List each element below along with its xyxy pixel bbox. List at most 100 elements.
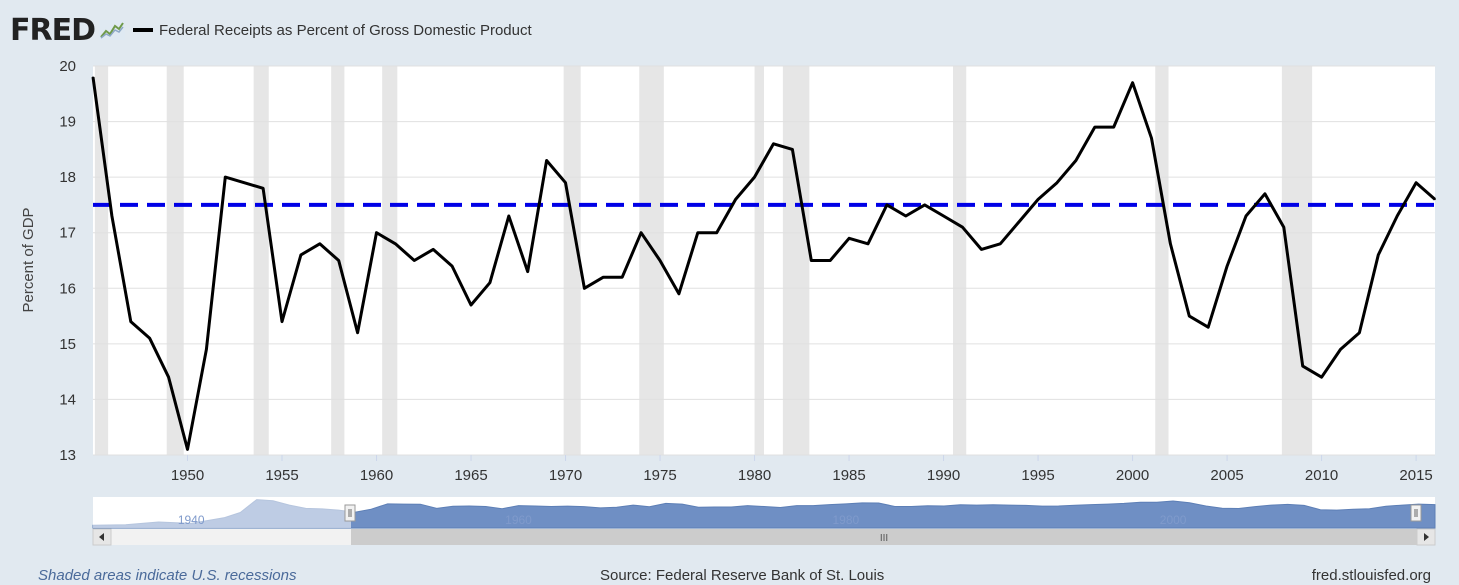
navigator-unselected-mask: [93, 497, 351, 528]
data-point: [1169, 243, 1172, 245]
scrollbar-thumb[interactable]: [351, 529, 1417, 545]
data-point: [451, 265, 453, 267]
y-tick-label: 19: [59, 114, 76, 131]
arrow-left-icon[interactable]: [92, 528, 112, 546]
x-tick-label: 1985: [832, 467, 865, 484]
y-tick-label: 17: [59, 225, 76, 242]
gridlines: [93, 65, 1435, 456]
data-point: [489, 281, 491, 284]
data-point: [92, 76, 94, 78]
data-point: [186, 448, 189, 451]
source-text: Source: Federal Reserve Bank of St. Loui…: [600, 567, 885, 584]
recession-band: [953, 66, 967, 455]
navigator-handle-right[interactable]: [1410, 504, 1422, 522]
navigator[interactable]: 1940 1960 1980 2000 III: [92, 497, 1436, 546]
data-point: [1150, 137, 1153, 140]
recession-band: [782, 66, 810, 455]
data-point: [886, 204, 888, 206]
data-point: [697, 231, 699, 234]
series-line: [91, 76, 1436, 451]
series-title: Federal Receipts as Percent of Gross Dom…: [159, 21, 532, 39]
x-tick-label: 2005: [1210, 467, 1243, 484]
x-tick-label: 1975: [643, 467, 676, 484]
data-point: [300, 254, 302, 256]
y-tick-label: 16: [59, 280, 76, 297]
x-tick-label: 2010: [1305, 467, 1338, 484]
recession-band: [754, 66, 764, 455]
x-tick-label: 1970: [549, 467, 582, 484]
data-point: [848, 237, 850, 240]
data-point: [1339, 348, 1342, 351]
data-point: [1245, 215, 1247, 217]
data-point: [791, 148, 794, 151]
data-point: [1075, 159, 1077, 162]
data-point: [1037, 198, 1039, 201]
y-tick-label: 18: [59, 169, 76, 186]
navigator-labels: 1940 1960 1980 2000: [178, 513, 1187, 527]
data-point: [772, 143, 775, 145]
data-point: [1320, 376, 1323, 379]
data-point: [923, 204, 926, 206]
data-point: [810, 259, 813, 262]
navigator-label: 2000: [1160, 513, 1187, 527]
recession-band: [166, 66, 184, 455]
data-point: [413, 259, 416, 262]
navigator-label: 1980: [832, 513, 859, 527]
data-point: [1226, 265, 1228, 267]
data-point: [1301, 365, 1304, 367]
y-axis-ticks: 13 14 15 16 17 18 19 20: [59, 58, 76, 464]
data-point: [470, 304, 472, 306]
x-tick-label: 2000: [1116, 467, 1149, 484]
data-point: [583, 287, 586, 290]
x-tick-label: 1980: [738, 467, 771, 484]
recession-band: [382, 66, 398, 455]
data-point: [526, 270, 529, 273]
data-point: [130, 320, 132, 323]
recession-band: [253, 66, 269, 455]
x-tick-label: 1960: [360, 467, 393, 484]
data-points: [92, 76, 1436, 451]
data-point: [224, 176, 227, 178]
scrollbar-grip: III: [880, 533, 888, 544]
data-point: [243, 181, 246, 184]
data-point: [904, 215, 907, 217]
legend-swatch: [133, 28, 153, 32]
site-link[interactable]: fred.stlouisfed.org: [1311, 567, 1431, 584]
data-point: [1282, 226, 1285, 228]
data-point: [1056, 181, 1058, 184]
chart-header: FRED Federal Receipts as Percent of Gros…: [10, 12, 532, 48]
data-point: [111, 215, 113, 217]
data-point: [980, 248, 983, 251]
x-tick-label: 1950: [171, 467, 204, 484]
fred-logo[interactable]: FRED: [10, 12, 96, 48]
y-tick-label: 14: [59, 391, 76, 408]
data-point: [621, 276, 624, 278]
recession-note: Shaded areas indicate U.S. recessions: [38, 567, 297, 584]
data-point: [1415, 181, 1417, 184]
data-point: [1018, 220, 1020, 223]
data-point: [545, 159, 548, 162]
data-point: [337, 259, 340, 262]
data-point: [262, 187, 264, 190]
data-point: [1358, 331, 1361, 334]
x-tick-label: 1955: [265, 467, 298, 484]
y-axis-label: Percent of GDP: [20, 207, 37, 312]
data-point: [1188, 315, 1191, 317]
data-point: [281, 320, 283, 323]
recession-band: [563, 66, 581, 455]
data-point: [564, 181, 567, 184]
data-point: [1264, 193, 1266, 195]
recession-band: [1281, 66, 1313, 455]
line-chart-icon: [99, 20, 125, 40]
y-tick-label: 20: [59, 58, 76, 75]
navigator-handle-left[interactable]: [344, 504, 356, 522]
data-point: [678, 293, 680, 295]
data-point: [715, 231, 718, 234]
data-point: [375, 231, 378, 234]
navigator-area: [92, 499, 1436, 529]
data-point: [1112, 126, 1115, 128]
data-point: [1396, 215, 1398, 217]
y-tick-label: 13: [59, 447, 76, 464]
arrow-right-icon[interactable]: [1416, 528, 1436, 546]
